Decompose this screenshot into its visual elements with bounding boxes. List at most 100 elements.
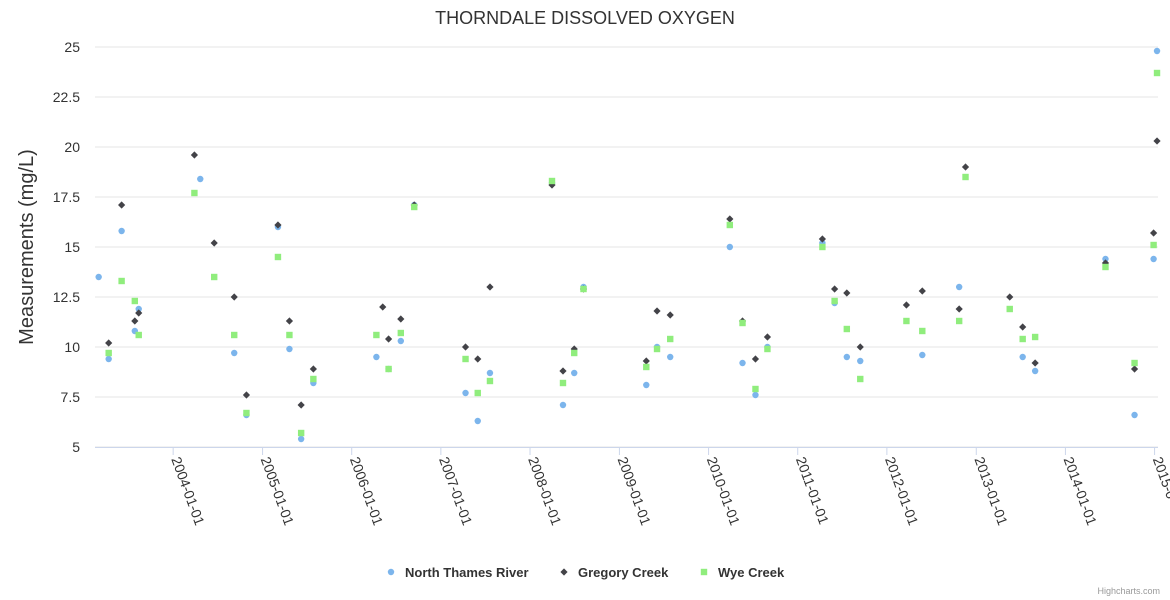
data-point[interactable] [548,177,556,185]
data-point[interactable] [379,303,387,311]
data-point[interactable] [752,391,759,399]
data-point[interactable] [857,375,864,383]
data-point[interactable] [135,331,142,339]
data-point[interactable] [286,331,293,339]
data-point[interactable] [131,317,139,325]
data-point[interactable] [191,189,198,197]
data-point[interactable] [1102,263,1109,271]
data-point[interactable] [118,201,126,209]
data-point[interactable] [666,311,674,319]
data-point[interactable] [474,417,481,425]
data-point[interactable] [919,327,926,335]
data-point[interactable] [1019,323,1027,331]
data-point[interactable] [118,227,125,235]
data-point[interactable] [1031,359,1039,367]
data-point[interactable] [902,301,911,309]
data-point[interactable] [831,285,839,293]
data-point[interactable] [1102,255,1109,263]
data-point[interactable] [559,367,567,375]
data-point[interactable] [580,285,587,293]
credits-link[interactable]: Highcharts.com [1097,586,1160,596]
data-point[interactable] [1019,353,1026,361]
data-point[interactable] [955,317,963,325]
data-point[interactable] [373,353,380,361]
data-point[interactable] [105,339,113,347]
data-point[interactable] [955,305,963,313]
data-point[interactable] [197,175,204,183]
data-point[interactable] [962,173,969,181]
data-point[interactable] [919,351,926,359]
data-point[interactable] [643,363,650,371]
data-point[interactable] [751,355,760,363]
data-point[interactable] [309,365,317,373]
data-point[interactable] [274,221,282,229]
data-point[interactable] [903,317,910,325]
data-point[interactable] [243,409,250,417]
data-point[interactable] [763,333,772,341]
data-point[interactable] [653,345,661,353]
data-point[interactable] [397,315,405,323]
data-point[interactable] [274,253,282,261]
data-point[interactable] [739,359,746,367]
data-point[interactable] [726,215,734,223]
data-point[interactable] [1031,333,1039,341]
data-point[interactable] [474,389,481,397]
data-point[interactable] [242,391,251,399]
data-point[interactable] [411,203,418,211]
data-point[interactable] [297,429,305,437]
data-point[interactable] [486,283,494,291]
data-point[interactable] [297,435,305,443]
data-point[interactable] [642,357,650,365]
data-point[interactable] [726,243,734,251]
data-point[interactable] [397,329,405,337]
data-point[interactable] [286,345,293,353]
data-point[interactable] [1006,293,1014,301]
data-point[interactable] [486,369,494,377]
data-point[interactable] [210,273,218,281]
data-point[interactable] [856,343,864,351]
data-point[interactable] [190,151,199,159]
data-point[interactable] [559,401,567,409]
data-point[interactable] [726,221,734,229]
data-point[interactable] [857,357,864,365]
data-point[interactable] [474,355,482,363]
data-point[interactable] [643,381,650,389]
data-point[interactable] [818,235,826,243]
data-point[interactable] [105,349,112,357]
data-point[interactable] [1150,229,1158,237]
data-point[interactable] [843,289,851,297]
data-point[interactable] [230,293,238,301]
data-point[interactable] [955,283,963,291]
data-point[interactable] [1006,305,1013,313]
legend-marker[interactable] [387,568,395,576]
data-point[interactable] [373,331,380,339]
data-point[interactable] [752,385,759,393]
data-point[interactable] [667,353,674,361]
data-point[interactable] [1153,47,1161,55]
data-point[interactable] [918,287,926,295]
legend-marker[interactable] [560,568,568,576]
legend-item[interactable]: Gregory Creek [560,565,669,580]
data-point[interactable] [1153,137,1161,145]
data-point[interactable] [739,319,746,327]
data-point[interactable] [843,353,851,361]
data-point[interactable] [135,305,142,313]
data-point[interactable] [105,355,112,363]
data-point[interactable] [384,335,393,343]
data-point[interactable] [118,277,125,285]
data-point[interactable] [653,307,661,315]
data-point[interactable] [559,379,567,387]
legend-item[interactable]: Wye Creek [700,565,785,580]
data-point[interactable] [843,325,851,333]
data-point[interactable] [461,343,470,351]
data-point[interactable] [764,345,771,353]
legend-item[interactable]: North Thames River [387,565,529,580]
data-point[interactable] [462,355,469,363]
data-point[interactable] [397,337,405,345]
data-point[interactable] [297,401,305,409]
data-point[interactable] [231,331,238,339]
data-point[interactable] [819,243,826,251]
data-point[interactable] [1031,367,1039,375]
data-point[interactable] [1130,365,1139,373]
data-point[interactable] [1019,335,1026,343]
